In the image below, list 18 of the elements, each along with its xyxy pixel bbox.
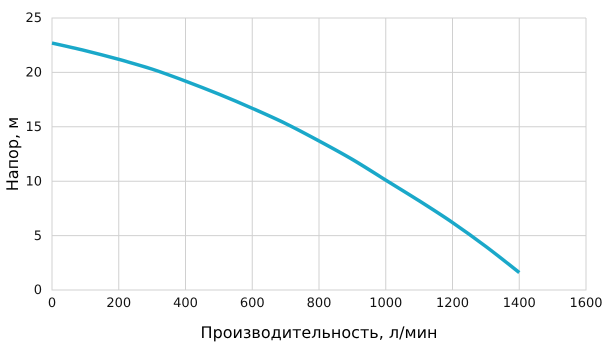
x-tick-label: 800 <box>306 296 332 312</box>
y-tick-label: 10 <box>25 174 42 190</box>
x-tick-label: 1200 <box>436 296 470 312</box>
y-axis-title: Напор, м <box>3 116 22 192</box>
y-tick-label: 20 <box>25 66 42 81</box>
x-tick-label: 1600 <box>569 296 603 312</box>
x-tick-label: 0 <box>48 296 56 312</box>
y-tick-label: 15 <box>25 120 42 135</box>
x-tick-label: 200 <box>106 296 132 312</box>
x-tick-label: 1000 <box>369 296 402 312</box>
y-tick-label: 25 <box>25 11 42 26</box>
y-tick-label: 5 <box>34 228 42 244</box>
line-series <box>50 41 521 274</box>
y-tick-label: 0 <box>34 283 42 298</box>
x-tick-label: 400 <box>173 296 198 312</box>
x-axis-title: Производительность, л/мин <box>200 323 438 342</box>
x-tick-label: 1400 <box>502 296 536 312</box>
x-tick-label: 600 <box>240 296 265 312</box>
